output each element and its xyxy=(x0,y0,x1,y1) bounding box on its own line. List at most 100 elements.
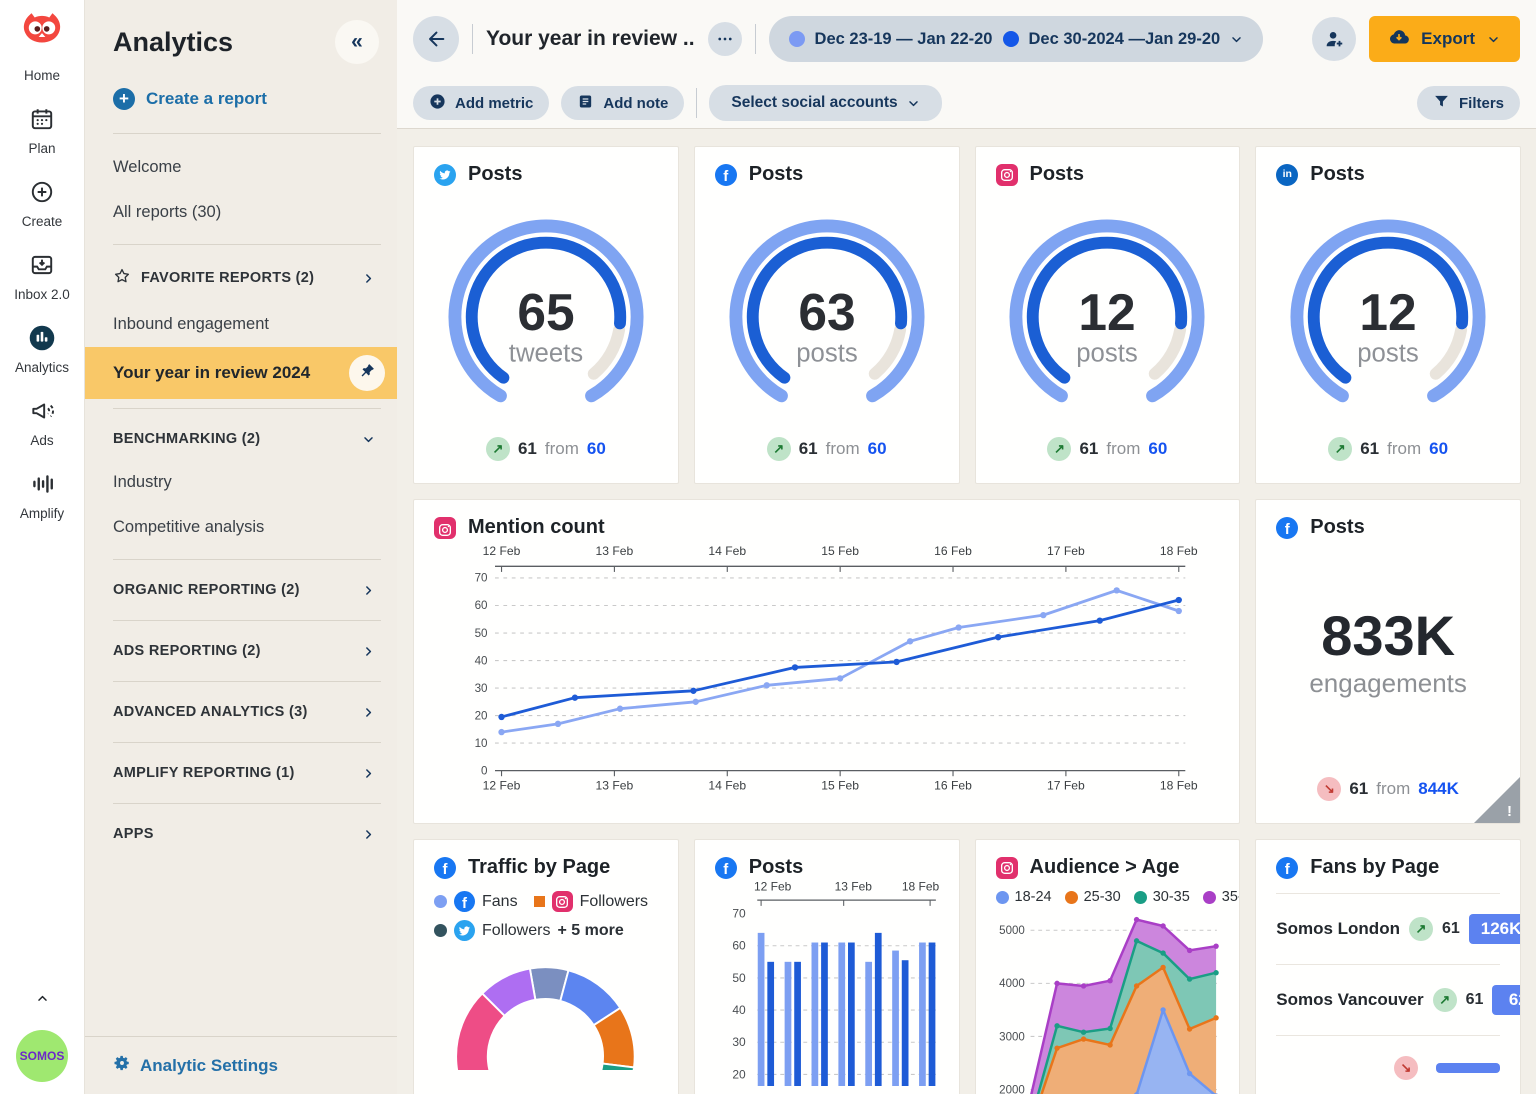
filters-button[interactable]: Filters xyxy=(1417,86,1520,120)
rail-item-plan[interactable]: Plan xyxy=(27,104,57,156)
legend-marker xyxy=(434,924,447,937)
add-note-button[interactable]: Add note xyxy=(561,86,684,120)
chevron-up-icon xyxy=(36,992,49,1005)
facebook-icon: f xyxy=(1276,857,1298,879)
previous-value[interactable]: 60 xyxy=(868,439,887,459)
previous-value[interactable]: 60 xyxy=(587,439,606,459)
card-header: f Posts xyxy=(715,856,939,879)
gauge-unit: posts xyxy=(796,339,858,367)
sidebar-section[interactable]: APPS xyxy=(85,813,397,855)
create-report-label: Create a report xyxy=(146,89,267,109)
hootsuite-logo-icon xyxy=(15,6,69,56)
warning-icon: ! xyxy=(1507,803,1512,820)
add-metric-label: Add metric xyxy=(455,95,533,112)
svg-text:20: 20 xyxy=(732,1067,746,1081)
back-button[interactable] xyxy=(413,16,459,62)
svg-text:14 Feb: 14 Feb xyxy=(708,544,746,558)
legend-item: 30-35 xyxy=(1134,889,1190,905)
sidebar-item[interactable]: Industry xyxy=(85,460,397,505)
divider xyxy=(113,620,381,621)
analytics-sidebar: Analytics « + Create a report WelcomeAll… xyxy=(85,0,397,1094)
date-range-label: Dec 23-19 — Jan 22-20 xyxy=(815,30,993,49)
svg-text:40: 40 xyxy=(732,1003,746,1017)
sidebar-item[interactable]: Welcome xyxy=(85,145,397,190)
fans-count-badge: 62K xyxy=(1492,985,1521,1015)
star-icon xyxy=(113,267,131,289)
section-label: ADS REPORTING (2) xyxy=(113,643,261,659)
cloud-download-icon xyxy=(1389,27,1409,52)
delta-row: ↗61from60 xyxy=(1276,437,1500,461)
svg-text:12 Feb: 12 Feb xyxy=(483,544,521,558)
select-social-accounts-dropdown[interactable]: Select social accounts xyxy=(709,85,941,121)
posts-bar-chart: 70605040302012 Feb13 Feb18 Feb xyxy=(715,879,939,1086)
chevron-right-icon xyxy=(362,272,375,285)
topbar: Your year in review .. Dec 23-19 — Jan 2… xyxy=(397,0,1536,78)
legend-item: Followers xyxy=(534,891,648,912)
fans-row[interactable]: Somos London ↗61 126K xyxy=(1276,893,1500,964)
more-options-button[interactable] xyxy=(708,22,742,56)
sidebar-item[interactable]: Inbound engagement xyxy=(85,302,397,347)
share-report-button[interactable] xyxy=(1312,17,1356,61)
date-range-selector[interactable]: Dec 23-19 — Jan 22-20Dec 30-2024 —Jan 29… xyxy=(769,16,1264,62)
sidebar-section[interactable]: ORGANIC REPORTING (2) xyxy=(85,569,397,611)
sidebar-section[interactable]: BENCHMARKING (2) xyxy=(85,418,397,460)
instagram-icon xyxy=(996,857,1018,879)
gauge-unit: tweets xyxy=(509,339,583,367)
from-label: from xyxy=(1387,439,1421,459)
previous-value[interactable]: 60 xyxy=(1429,439,1448,459)
sidebar-section[interactable]: ADS REPORTING (2) xyxy=(85,630,397,672)
svg-text:60: 60 xyxy=(475,599,488,612)
rail-item-home[interactable]: Home xyxy=(15,6,69,83)
sidebar-item[interactable]: All reports (30) xyxy=(85,190,397,235)
legend-marker xyxy=(1065,891,1078,904)
sidebar-section[interactable]: ADVANCED ANALYTICS (3) xyxy=(85,691,397,733)
svg-text:18 Feb: 18 Feb xyxy=(1160,544,1198,558)
fans-row[interactable]: Somos Vancouver ↗61 62K xyxy=(1276,964,1500,1035)
svg-text:15 Feb: 15 Feb xyxy=(821,544,859,558)
pin-button[interactable] xyxy=(349,355,385,391)
divider xyxy=(113,742,381,743)
sidebar-item-active[interactable]: Your year in review 2024 xyxy=(85,347,397,399)
analytic-settings-button[interactable]: Analytic Settings xyxy=(85,1036,397,1094)
sidebar-collapse-button[interactable]: « xyxy=(335,20,379,64)
select-social-accounts-label: Select social accounts xyxy=(731,94,897,112)
previous-value[interactable]: 844K xyxy=(1418,779,1459,799)
section-label: APPS xyxy=(113,826,154,842)
add-metric-button[interactable]: Add metric xyxy=(413,86,549,120)
rail-item-amplify[interactable]: Amplify xyxy=(20,469,64,521)
sidebar-section[interactable]: FAVORITE REPORTS (2) xyxy=(85,254,397,302)
instagram-icon xyxy=(434,517,456,539)
svg-text:16 Feb: 16 Feb xyxy=(934,544,972,558)
chevron-right-icon xyxy=(362,828,375,841)
rail-item-create[interactable]: Create xyxy=(22,177,63,229)
rail-item-ads[interactable]: Ads xyxy=(27,396,57,448)
rail-item-analytics[interactable]: Analytics xyxy=(15,323,69,375)
svg-text:15 Feb: 15 Feb xyxy=(821,778,859,792)
sidebar-item[interactable]: Competitive analysis xyxy=(85,505,397,550)
fans-row[interactable]: ↘ xyxy=(1276,1035,1500,1094)
gauge: 63 posts xyxy=(715,186,939,437)
svg-text:0: 0 xyxy=(481,764,488,777)
svg-text:30: 30 xyxy=(475,682,488,695)
card-title: Posts xyxy=(1310,163,1364,186)
create-report-button[interactable]: + Create a report xyxy=(85,72,397,124)
filters-label: Filters xyxy=(1459,95,1504,112)
section-label: BENCHMARKING (2) xyxy=(113,431,260,447)
card-header: f Fans by Page xyxy=(1276,856,1500,879)
avatar[interactable]: SOMOS xyxy=(16,1030,68,1082)
mention-count-line-chart: 7060504030201012 Feb12 Feb13 Feb13 Feb14… xyxy=(434,543,1219,793)
export-button[interactable]: Export xyxy=(1369,16,1520,62)
mention-count-card: Mention count 7060504030201012 Feb12 Feb… xyxy=(413,499,1240,824)
divider xyxy=(113,803,381,804)
svg-text:12 Feb: 12 Feb xyxy=(754,880,792,894)
previous-value[interactable]: 60 xyxy=(1148,439,1167,459)
divider xyxy=(113,133,381,134)
svg-text:40: 40 xyxy=(475,654,488,667)
collapse-rail-button[interactable] xyxy=(36,992,49,1010)
delta-value: 61 xyxy=(1079,439,1098,459)
sidebar-section[interactable]: AMPLIFY REPORTING (1) xyxy=(85,752,397,794)
trend-up-icon: ↗ xyxy=(1433,988,1457,1012)
date-range-dot xyxy=(1003,31,1019,47)
delta-row: ↗61from60 xyxy=(996,437,1220,461)
rail-item-inbox[interactable]: Inbox 2.0 xyxy=(14,250,70,302)
